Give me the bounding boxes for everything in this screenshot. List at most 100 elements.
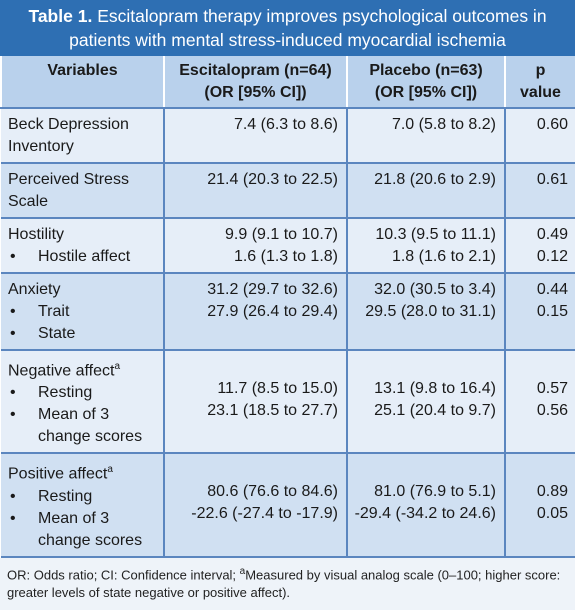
placebo-cell: 81.0 (76.9 to 5.1) -29.4 (-34.2 to 24.6) (346, 453, 505, 558)
value: 0.49 (536, 226, 568, 243)
bullet-icon: • (10, 509, 16, 527)
table-footnote: OR: Odds ratio; CI: Confidence interval;… (0, 557, 575, 610)
header-variables-text: Variables (47, 62, 118, 79)
p-cell: 0.89 0.05 (504, 453, 575, 558)
results-table: Variables Escitalopram (n=64) (OR [95% CI… (0, 56, 575, 558)
header-variables: Variables (0, 56, 165, 109)
value: 0.15 (536, 303, 568, 320)
value: 13.1 (9.8 to 16.4) (374, 380, 496, 397)
bullet-item: • Mean of 3 change scores (8, 404, 163, 448)
sub-label: Mean of 3 change scores (38, 404, 142, 448)
header-p-line1: p (535, 62, 546, 79)
p-cell: 0.61 (504, 163, 575, 219)
header-esc-line1: Escitalopram (n=64) (179, 62, 332, 79)
sub-label-line: Mean of 3 (38, 406, 110, 424)
bullet-item: • Mean of 3 change scores (8, 508, 163, 552)
sub-label-line: change scores (38, 428, 143, 446)
value: 9.9 (9.1 to 10.7) (225, 226, 338, 243)
value: 81.0 (76.9 to 5.1) (374, 483, 496, 501)
bullet-icon: • (10, 487, 16, 505)
value: 7.4 (6.3 to 8.6) (233, 116, 338, 133)
value: 0.61 (536, 171, 568, 188)
sub-label: Mean of 3 change scores (38, 508, 142, 552)
bullet-item: • Trait (8, 301, 163, 323)
header-row: Variables Escitalopram (n=64) (OR [95% CI… (0, 56, 575, 109)
row-label: Anxiety • Trait • State (1, 273, 164, 351)
value: 1.6 (1.3 to 1.8) (233, 248, 338, 265)
esc-cell: 21.4 (20.3 to 22.5) (163, 163, 347, 219)
value: 0.57 (536, 380, 568, 397)
label-line: Positive affecta (8, 459, 163, 485)
value: 0.12 (536, 248, 568, 265)
table-row: Positive affecta • Resting • Mean of 3 chan… (1, 453, 575, 558)
value: 7.0 (5.8 to 8.2) (391, 116, 496, 133)
esc-cell: 31.2 (29.7 to 32.6) 27.9 (26.4 to 29.4) (163, 273, 347, 351)
value: 23.1 (18.5 to 27.7) (207, 402, 338, 419)
value: 29.5 (28.0 to 31.1) (365, 303, 496, 320)
sub-label-line: Mean of 3 (38, 509, 110, 527)
value: 32.0 (30.5 to 3.4) (374, 281, 496, 298)
footnote-marker: a (239, 565, 246, 577)
value: 11.7 (8.5 to 15.0) (217, 380, 338, 397)
title-line-1: Table 1. Escitalopram therapy improves p… (0, 4, 575, 28)
label-line: Negative affecta (8, 356, 163, 382)
value: 21.4 (20.3 to 22.5) (207, 171, 338, 188)
sub-label: Resting (38, 384, 93, 402)
label-line: Inventory (8, 138, 74, 155)
value: 0.89 (536, 483, 568, 501)
header-esc-line2: (OR [95% CI]) (204, 84, 307, 101)
header-placebo: Placebo (n=63) (OR [95% CI]) (346, 56, 506, 109)
header-p-line2: value (520, 84, 561, 101)
row-label: Beck Depression Inventory (1, 108, 164, 164)
placebo-cell: 13.1 (9.8 to 16.4) 25.1 (20.4 to 9.7) (346, 350, 505, 455)
esc-cell: 80.6 (76.6 to 84.6) -22.6 (-27.4 to -17.9… (163, 453, 347, 558)
p-cell: 0.60 (504, 108, 575, 164)
value: 80.6 (76.6 to 84.6) (207, 483, 338, 501)
p-cell: 0.44 0.15 (504, 273, 575, 351)
p-cell: 0.57 0.56 (504, 350, 575, 455)
table-row: Hostility • Hostile affect 9.9 (9.1 to 10… (1, 218, 575, 274)
table-label: Table 1. (28, 6, 93, 26)
value: 1.8 (1.6 to 2.1) (391, 248, 496, 265)
sub-label: Trait (38, 303, 70, 320)
bullet-icon: • (10, 384, 16, 402)
esc-cell: 7.4 (6.3 to 8.6) (163, 108, 347, 164)
table-row: Perceived Stress Scale 21.4 (20.3 to 22.5… (1, 163, 575, 219)
row-label: Perceived Stress Scale (1, 163, 164, 219)
bullet-item: • State (8, 323, 163, 345)
table-title: Table 1. Escitalopram therapy improves p… (0, 0, 575, 56)
header-pla-line1: Placebo (n=63) (369, 62, 483, 79)
value: 0.44 (536, 281, 568, 298)
placebo-cell: 10.3 (9.5 to 11.1) 1.8 (1.6 to 2.1) (346, 218, 505, 274)
bullet-icon: • (10, 406, 16, 424)
label-line: Anxiety (8, 281, 61, 298)
esc-cell: 9.9 (9.1 to 10.7) 1.6 (1.3 to 1.8) (163, 218, 347, 274)
label-line: Perceived Stress (8, 171, 129, 188)
header-pla-line2: (OR [95% CI]) (374, 84, 478, 101)
table-row: Anxiety • Trait • State 31.2 (29.7 to 32.6… (1, 273, 575, 351)
label-text: Negative affect (8, 362, 115, 380)
value: 25.1 (20.4 to 9.7) (374, 402, 496, 419)
value: 0.60 (536, 116, 568, 133)
bullet-icon: • (10, 325, 16, 342)
sub-label: Hostile affect (38, 248, 131, 265)
p-cell: 0.49 0.12 (504, 218, 575, 274)
label-line: Scale (8, 193, 49, 210)
header-escitalopram: Escitalopram (n=64) (OR [95% CI]) (163, 56, 348, 109)
row-label: Hostility • Hostile affect (1, 218, 164, 274)
sub-label-line: change scores (38, 531, 143, 549)
value: -22.6 (-27.4 to -17.9) (191, 505, 338, 523)
footnote-marker: a (107, 464, 113, 476)
header-p-value: p value (504, 56, 575, 109)
bullet-icon: • (10, 248, 16, 265)
value: 0.56 (536, 402, 568, 419)
value: 0.05 (536, 505, 568, 523)
label-line: Hostility (8, 226, 65, 243)
placebo-cell: 32.0 (30.5 to 3.4) 29.5 (28.0 to 31.1) (346, 273, 505, 351)
placebo-cell: 7.0 (5.8 to 8.2) (346, 108, 505, 164)
row-label: Positive affecta • Resting • Mean of 3 chan… (1, 453, 164, 558)
footnote-text: Measured by visual analog scale (0–100; … (7, 566, 561, 600)
table-row: Beck Depression Inventory 7.4 (6.3 to 8.6… (1, 108, 575, 164)
sub-label: State (38, 325, 76, 342)
bullet-icon: • (10, 303, 16, 320)
